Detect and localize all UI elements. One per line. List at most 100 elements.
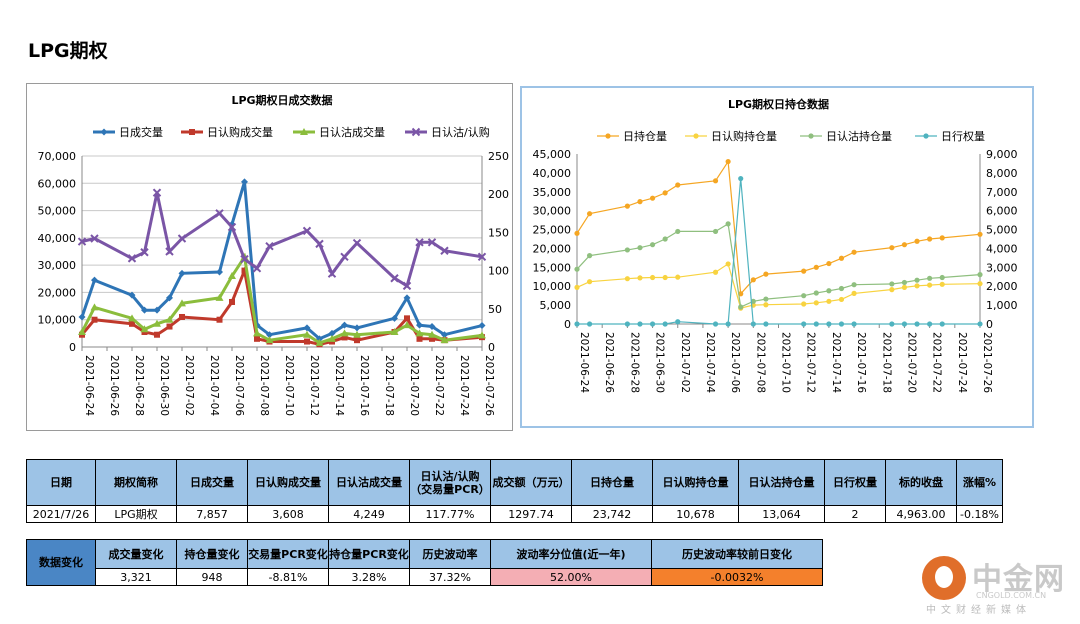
chart-title: LPG期权日成交数据 [231,93,332,107]
open-interest-data-point [725,261,731,267]
y-tick-label-left: 10,000 [533,280,572,293]
volume-data-point [304,338,310,345]
open-interest-data-point [738,175,744,182]
y-tick-label-right: 7,000 [986,186,1018,199]
open-interest-data-point [624,321,630,327]
stats-header: 标的收盘 [885,459,957,506]
open-interest-data-point [725,158,731,165]
open-interest-data-point [901,321,908,327]
volume-data-point [428,330,436,338]
brand-logo: 中金网 CNGOLD.COM.CN 中文财经新媒体 [922,556,1072,616]
open-interest-data-point [675,274,681,280]
volume-data-point [90,303,99,311]
x-tick-label: 2021-07-10 [780,332,792,393]
open-interest-data-point [939,321,945,327]
open-interest-data-point [914,283,920,289]
change-row-header: 数据变化 [26,539,96,586]
volume-data-point [477,252,487,262]
volume-data-point [78,313,86,321]
volume-data-point [90,234,99,243]
stats-cell: 2 [824,505,886,523]
x-tick-label: 2021-07-08 [754,332,766,393]
change-cell: 37.32% [409,568,491,586]
volume-data-point [215,209,224,218]
volume-data-point [403,321,411,329]
volume-data-point [241,267,248,274]
change-cell: 3,321 [95,568,177,586]
open-interest-data-point [662,321,668,327]
open-interest-data-point [838,285,845,292]
open-interest-data-point [826,288,832,294]
open-interest-data-point [738,304,744,310]
volume-data-point [303,330,311,338]
open-interest-data-point [813,321,819,327]
stats-header: 日持仓量 [571,459,653,506]
change-header-row: 数据变化 成交量变化 持仓量变化 交易量PCR变化 持仓量PCR变化 历史波动率… [26,539,823,586]
volume-data-point [316,335,323,343]
change-header: 波动率分位值(近一年) [490,539,652,569]
stats-cell: 2021/7/26 [26,505,96,523]
y-tick-label-left: 50,000 [38,205,77,218]
open-interest-data-point [712,228,719,235]
volume-data-point [178,299,186,307]
volume-data-point [153,306,161,314]
y-tick-label-right: 8,000 [986,167,1018,180]
change-table: 数据变化 成交量变化 持仓量变化 交易量PCR变化 持仓量PCR变化 历史波动率… [26,539,823,586]
y-tick-label-right: 200 [488,188,509,201]
volume-data-point [416,335,423,342]
open-interest-data-point [901,279,908,286]
volume-data-point [140,325,149,333]
volume-data-point [140,248,149,257]
change-header: 持仓量PCR变化 [328,539,410,569]
volume-data-point [352,238,362,248]
volume-data-point [340,329,349,337]
stats-header: 日成交量 [176,459,248,506]
volume-data-point [341,321,348,329]
volume-data-point [166,294,173,302]
volume-data-point [177,234,187,243]
volume-data-point [354,337,360,344]
open-interest-data-point [801,301,807,307]
open-interest-data-point [838,296,845,303]
y-tick-label-right: 0 [488,341,495,354]
volume-data-point [178,269,186,277]
stats-cell: 7,857 [176,505,248,523]
stats-header: 日认购成交量 [247,459,329,506]
x-tick-label: 2021-07-16 [358,355,370,416]
legend-marker [300,128,308,135]
x-tick-label: 2021-06-28 [133,355,145,416]
open-interest-data-point [914,277,920,283]
volume-data-point [265,241,274,251]
y-tick-label-right: 4,000 [986,242,1018,255]
volume-data-point [391,314,398,322]
volume-data-point [127,254,137,263]
y-tick-label-right: 50 [488,303,502,316]
open-interest-data-point [927,282,933,288]
open-interest-data-point [649,242,656,248]
volume-data-point [78,327,86,335]
legend-marker [411,127,421,137]
legend-label: 日认购持仓量 [711,129,777,143]
volume-data-point [165,247,174,256]
stats-table: 日期 期权简称 日成交量 日认购成交量 日认沽成交量 日认沽/认购（交易量PCR… [26,459,1003,523]
stats-cell: LPG期权 [95,505,177,523]
volume-data-point [478,322,486,330]
stats-header: 涨幅% [956,459,1003,506]
open-interest-data-point [637,275,643,281]
x-tick-label: 2021-06-30 [158,355,170,416]
x-tick-label: 2021-07-12 [805,332,817,393]
volume-data-point [315,338,324,346]
volume-data-point [403,294,411,302]
y-tick-label-right: 250 [488,150,509,163]
legend-marker [808,133,814,139]
open-interest-data-point [889,287,895,293]
x-tick-label: 2021-07-02 [679,332,691,393]
open-interest-data-point [624,203,630,209]
volume-data-point [404,315,410,322]
change-header: 历史波动率 [409,539,491,569]
open-interest-data-point [624,276,630,282]
y-tick-label-right: 100 [488,265,509,278]
open-interest-data-point [725,221,731,227]
open-interest-data-point [662,190,668,196]
open-interest-data-point [763,321,769,327]
